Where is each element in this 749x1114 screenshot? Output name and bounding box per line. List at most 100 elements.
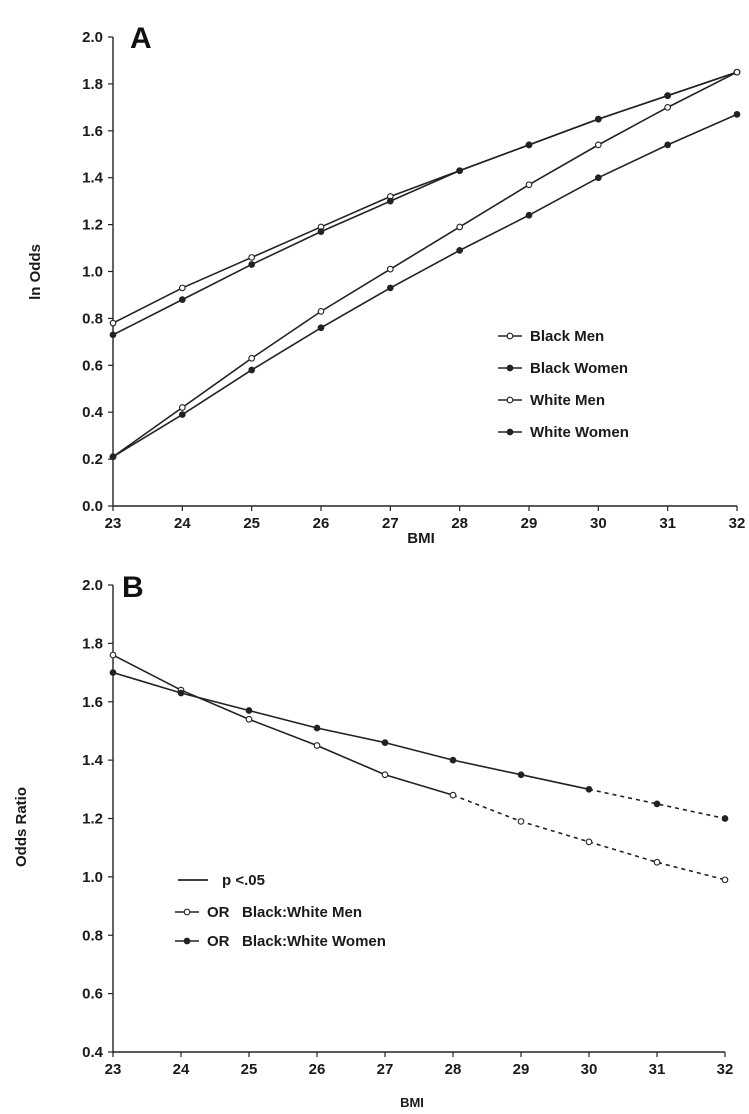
x-tick-label: 30 bbox=[581, 1061, 598, 1078]
point-white-women-24 bbox=[178, 411, 186, 418]
panel-b-series bbox=[109, 651, 729, 884]
panel-a-legend: Black Men Black Women White Men White Women bbox=[498, 328, 629, 441]
y-tick-label: 1.2 bbox=[82, 811, 103, 828]
y-tick-label: 0.0 bbox=[82, 498, 103, 515]
point-or-black-white-men-30 bbox=[585, 838, 593, 846]
panel-b-y-ticks: 0.4 0.6 0.8 1.0 1.2 1.4 1.6 1.8 2.0 bbox=[82, 577, 113, 1061]
y-tick-label: 1.8 bbox=[82, 635, 103, 652]
point-black-women-30 bbox=[594, 115, 602, 123]
series-line-nonsig-or-black-white-men bbox=[452, 794, 726, 881]
legend-marker-black-men bbox=[506, 332, 514, 340]
legend-label-black-men: Black Men bbox=[530, 328, 604, 345]
x-tick-label: 32 bbox=[717, 1061, 734, 1078]
x-tick-label: 32 bbox=[729, 515, 746, 532]
point-black-men-23 bbox=[109, 319, 117, 327]
point-white-men-25 bbox=[248, 354, 256, 362]
panel-b-x-label: BMI bbox=[400, 1095, 424, 1110]
y-tick-label: 1.8 bbox=[82, 76, 103, 93]
legend-label-or-black-white-men: OR Black:White Men bbox=[207, 904, 362, 921]
x-tick-label: 25 bbox=[243, 515, 260, 532]
point-black-women-28 bbox=[456, 167, 464, 175]
panel-b-x-ticks: 23 24 25 26 27 28 29 30 31 32 bbox=[105, 1052, 734, 1078]
point-or-black-white-women-24 bbox=[177, 689, 185, 697]
point-white-men-28 bbox=[456, 223, 464, 231]
panel-a: A 0.0 0.2 0.4 0.6 0.8 1.0 1.2 1.4 1.6 1.8 2.0 23 24… bbox=[27, 22, 745, 547]
y-tick-label: 0.8 bbox=[82, 927, 103, 944]
panel-b-letter: B bbox=[122, 571, 144, 604]
y-tick-label: 1.6 bbox=[82, 123, 103, 140]
y-tick-label: 1.6 bbox=[82, 694, 103, 711]
point-white-men-26 bbox=[317, 308, 325, 315]
series-line-black-men bbox=[112, 71, 738, 324]
panel-a-series bbox=[109, 68, 741, 461]
x-tick-label: 31 bbox=[649, 1061, 666, 1078]
panel-a-letter: A bbox=[130, 22, 152, 55]
point-white-women-28 bbox=[456, 247, 464, 254]
point-white-men-29 bbox=[525, 181, 533, 189]
panel-b-y-label: Odds Ratio bbox=[13, 787, 30, 867]
y-tick-label: 0.4 bbox=[82, 1044, 104, 1061]
point-white-women-23 bbox=[109, 453, 117, 461]
y-tick-label: 2.0 bbox=[82, 29, 103, 46]
point-or-black-white-men-23 bbox=[109, 651, 117, 659]
panel-a-x-label: BMI bbox=[407, 530, 435, 547]
point-white-women-29 bbox=[525, 211, 533, 219]
series-line-black-women bbox=[112, 71, 738, 336]
point-or-black-white-men-27 bbox=[381, 771, 389, 779]
x-tick-label: 24 bbox=[174, 515, 191, 532]
x-tick-label: 26 bbox=[309, 1061, 326, 1078]
y-tick-label: 0.2 bbox=[82, 451, 103, 468]
x-tick-label: 28 bbox=[445, 1061, 462, 1078]
legend-marker-black-women bbox=[506, 364, 514, 372]
point-white-men-27 bbox=[386, 265, 394, 273]
y-tick-label: 1.0 bbox=[82, 264, 103, 281]
point-or-black-white-women-30 bbox=[585, 785, 593, 793]
y-tick-label: 2.0 bbox=[82, 577, 103, 594]
x-tick-label: 29 bbox=[513, 1061, 530, 1078]
x-tick-label: 24 bbox=[173, 1061, 190, 1078]
legend-marker-or-black-white-women bbox=[183, 937, 191, 945]
x-tick-label: 23 bbox=[105, 1061, 122, 1078]
x-tick-label: 26 bbox=[313, 515, 330, 532]
panel-b: B 0.4 0.6 0.8 1.0 1.2 1.4 1.6 1.8 2.0 23 24 25 26 27… bbox=[13, 571, 733, 1110]
point-white-men-32 bbox=[733, 68, 741, 76]
panel-b-legend: p <.05 OR Black:White Men OR Black:White … bbox=[175, 872, 386, 950]
point-white-women-26 bbox=[317, 324, 325, 332]
point-black-women-24 bbox=[178, 296, 186, 303]
y-tick-label: 0.4 bbox=[82, 404, 104, 421]
point-or-black-white-women-23 bbox=[109, 669, 117, 676]
x-tick-label: 25 bbox=[241, 1061, 258, 1078]
point-or-black-white-men-26 bbox=[313, 742, 321, 749]
point-white-women-32 bbox=[733, 111, 741, 118]
legend-marker-white-women bbox=[506, 428, 514, 436]
point-white-women-27 bbox=[386, 284, 394, 292]
point-or-black-white-women-25 bbox=[245, 707, 253, 714]
x-tick-label: 30 bbox=[590, 515, 607, 532]
point-or-black-white-men-28 bbox=[449, 791, 457, 799]
point-white-men-30 bbox=[594, 141, 602, 149]
y-tick-label: 1.4 bbox=[82, 752, 104, 769]
legend-marker-white-men bbox=[506, 396, 514, 404]
point-black-women-27 bbox=[386, 197, 394, 205]
panel-a-x-ticks: 23 24 25 26 27 28 29 30 31 32 bbox=[105, 506, 746, 532]
point-black-women-29 bbox=[525, 141, 533, 149]
point-or-black-white-men-29 bbox=[517, 818, 525, 825]
point-or-black-white-women-26 bbox=[313, 724, 321, 732]
point-white-women-30 bbox=[594, 174, 602, 182]
point-black-women-31 bbox=[664, 92, 672, 99]
x-tick-label: 31 bbox=[659, 515, 676, 532]
point-or-black-white-women-27 bbox=[381, 739, 389, 746]
legend-label-white-men: White Men bbox=[530, 392, 605, 409]
point-white-women-25 bbox=[248, 366, 256, 374]
series-line-nonsig-or-black-white-women bbox=[588, 788, 726, 820]
x-tick-label: 29 bbox=[521, 515, 538, 532]
series-line-or-black-white-women bbox=[112, 671, 590, 791]
x-tick-label: 28 bbox=[451, 515, 468, 532]
point-or-black-white-women-31 bbox=[653, 800, 661, 808]
point-black-men-25 bbox=[248, 254, 256, 261]
legend-label-white-women: White Women bbox=[530, 424, 629, 441]
x-tick-label: 23 bbox=[105, 515, 122, 532]
point-black-men-24 bbox=[178, 284, 186, 292]
y-tick-label: 1.2 bbox=[82, 217, 103, 234]
